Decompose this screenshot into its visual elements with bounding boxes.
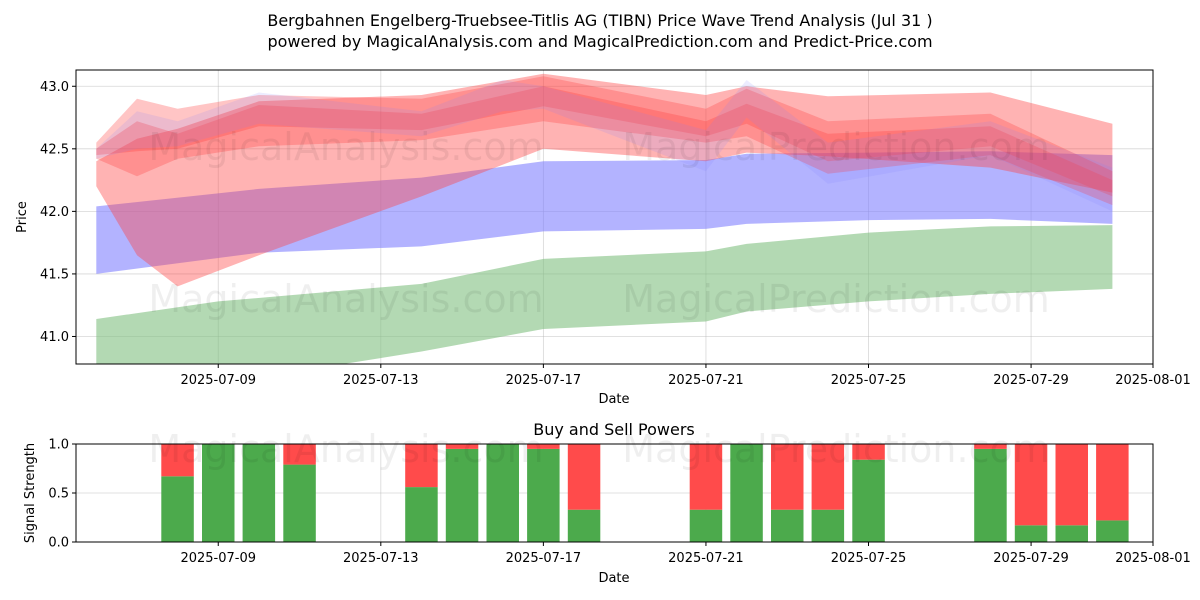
buy-bar-6	[486, 444, 519, 542]
price-x-tick-label-5: 2025-07-29	[993, 373, 1069, 388]
sell-bar-9	[689, 444, 723, 510]
price-x-tick-label-2: 2025-07-17	[506, 373, 582, 388]
price-x-tick-label-3: 2025-07-21	[668, 373, 744, 388]
sell-bar-4	[405, 444, 438, 488]
signal-y-tick-label-1: 0.5	[48, 487, 69, 502]
signal-plot-frame	[75, 443, 1154, 543]
price-band-green-1	[96, 225, 1113, 364]
price-band-blue-5	[96, 80, 1113, 212]
signal-panel-title: Buy and Sell Powers	[533, 420, 695, 439]
sell-bar-5	[445, 444, 479, 449]
signal-panel: Buy and Sell Powers MagicalAnalysis.com …	[23, 420, 1191, 586]
buy-bar-12	[811, 509, 845, 542]
buy-bar-10	[730, 444, 763, 542]
price-bands	[96, 73, 1113, 364]
sell-bar-13	[852, 444, 885, 460]
watermark-prediction-mid: MagicalPrediction.com	[622, 277, 1050, 321]
chart-subtitle: powered by MagicalAnalysis.com and Magic…	[267, 32, 932, 51]
sell-bar-11	[771, 444, 804, 510]
watermark-analysis-bottom: MagicalAnalysis.com	[148, 427, 543, 471]
watermark-analysis-top: MagicalAnalysis.com	[148, 125, 543, 169]
buy-bar-9	[689, 509, 723, 542]
signal-x-tick-label-4: 2025-07-25	[831, 551, 907, 566]
sell-bar-12	[811, 444, 845, 510]
signal-x-tick-label-1: 2025-07-13	[343, 551, 419, 566]
price-x-axis-label: Date	[598, 392, 629, 407]
signal-x-tick-label-2: 2025-07-17	[506, 551, 582, 566]
price-x-tick-label-0: 2025-07-09	[180, 373, 256, 388]
price-y-tick-label-1: 41.5	[40, 267, 69, 282]
sell-bar-3	[283, 444, 316, 465]
price-panel: MagicalAnalysis.com MagicalPrediction.co…	[15, 69, 1191, 407]
sell-bar-17	[1096, 444, 1129, 521]
sell-bar-15	[1014, 444, 1048, 526]
buy-bar-15	[1014, 525, 1048, 542]
buy-bar-14	[974, 448, 1007, 542]
price-band-blue-0	[96, 151, 1113, 274]
buy-bar-5	[445, 448, 479, 542]
buy-bar-0	[161, 476, 194, 542]
price-plot-frame	[75, 69, 1154, 365]
watermark-prediction-bottom: MagicalPrediction.com	[622, 427, 1050, 471]
price-axis-ticks: 2025-07-09 2025-07-13 2025-07-17 2025-07-21…	[40, 80, 1191, 388]
watermark-analysis-mid: MagicalAnalysis.com	[148, 277, 543, 321]
price-y-tick-label-3: 42.5	[40, 142, 69, 157]
price-band-red-3	[96, 76, 1113, 206]
buy-bar-1	[202, 444, 235, 542]
buy-bar-13	[852, 459, 885, 542]
signal-y-axis-label: Signal Strength	[23, 443, 38, 543]
sell-bar-16	[1055, 444, 1088, 526]
sell-bar-7	[527, 444, 560, 449]
sell-bar-8	[567, 444, 601, 510]
signal-x-axis-label: Date	[598, 571, 629, 586]
signal-x-tick-label-6: 2025-08-01	[1115, 551, 1191, 566]
signal-axis-ticks: 2025-07-09 2025-07-13 2025-07-17 2025-07-21…	[48, 438, 1190, 567]
price-x-tick-label-1: 2025-07-13	[343, 373, 419, 388]
price-x-tick-label-4: 2025-07-25	[831, 373, 907, 388]
buy-bar-16	[1055, 525, 1088, 542]
watermark-prediction-top: MagicalPrediction.com	[622, 125, 1050, 169]
buy-bar-3	[283, 464, 316, 542]
price-band-red-4	[96, 86, 1113, 197]
buy-bar-4	[405, 487, 438, 542]
price-x-tick-label-6: 2025-08-01	[1115, 373, 1191, 388]
sell-bar-0	[161, 444, 194, 477]
chart-title: Bergbahnen Engelberg-Truebsee-Titlis AG …	[267, 11, 932, 30]
buy-bar-17	[1096, 520, 1129, 542]
signal-x-tick-label-0: 2025-07-09	[180, 551, 256, 566]
buy-bar-7	[527, 448, 560, 542]
price-y-tick-label-4: 43.0	[40, 80, 69, 95]
price-y-tick-label-2: 42.0	[40, 205, 69, 220]
signal-y-tick-label-2: 1.0	[48, 438, 69, 453]
price-y-tick-label-0: 41.0	[40, 330, 69, 345]
buy-bar-2	[242, 444, 276, 542]
signal-x-tick-label-5: 2025-07-29	[993, 551, 1069, 566]
price-y-axis-label: Price	[15, 201, 30, 233]
signal-x-tick-label-3: 2025-07-21	[668, 551, 744, 566]
signal-bars	[161, 444, 1129, 542]
buy-bar-8	[567, 509, 601, 542]
signal-y-tick-label-0: 0.0	[48, 536, 69, 551]
sell-bar-14	[974, 444, 1007, 449]
price-band-red-2	[96, 73, 1113, 287]
buy-bar-11	[771, 509, 804, 542]
